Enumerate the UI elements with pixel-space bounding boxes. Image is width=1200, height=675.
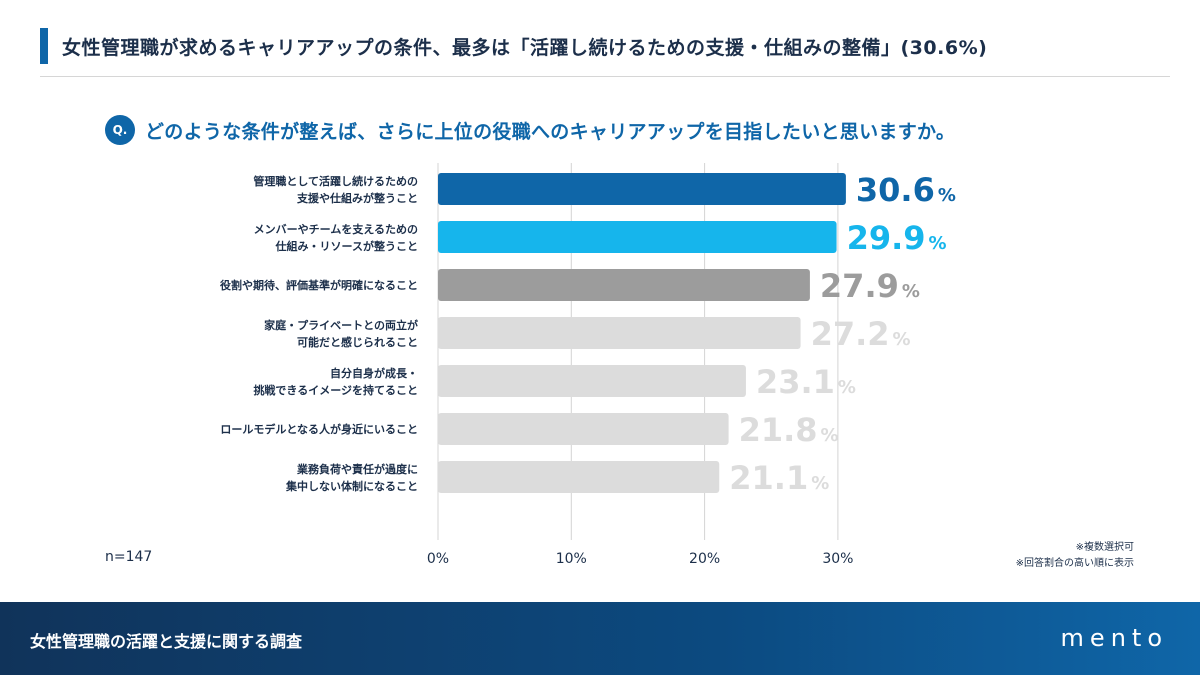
value-label: 21.1%	[729, 459, 829, 497]
footer-survey-title: 女性管理職の活躍と支援に関する調査	[30, 632, 303, 651]
note-multiple-choice: ※複数選択可	[1075, 542, 1134, 553]
title-accent-bar	[40, 28, 48, 64]
bar-2	[438, 221, 837, 253]
title-divider	[40, 76, 1170, 77]
category-label: 可能だと感じられること	[297, 335, 418, 349]
value-label: 27.2%	[811, 315, 911, 353]
bar-1	[438, 173, 846, 205]
value-label: 23.1%	[756, 363, 856, 401]
category-label: 自分自身が成長・	[330, 366, 418, 380]
value-label: 30.6%	[856, 171, 956, 209]
category-label: 管理職として活躍し続けるための	[253, 174, 418, 188]
page-title: 女性管理職が求めるキャリアアップの条件、最多は「活躍し続けるための支援・仕組みの…	[62, 36, 988, 59]
category-label: メンバーやチームを支えるための	[254, 222, 418, 236]
x-tick-label-0: 0%	[427, 551, 449, 567]
sample-size: n=147	[105, 549, 153, 565]
bar-5	[438, 365, 746, 397]
category-label: ロールモデルとなる人が身近にいること	[220, 422, 418, 436]
value-label: 21.8%	[739, 411, 839, 449]
bar-3	[438, 269, 810, 301]
question-heading: Q. どのような条件が整えば、さらに上位の役職へのキャリアアップを目指したいと思…	[105, 115, 955, 145]
category-label: 業務負荷や責任が過度に	[296, 462, 418, 476]
category-label: 家庭・プライベートとの両立が	[264, 318, 418, 332]
value-label: 27.9%	[820, 267, 920, 305]
value-label: 29.9%	[847, 219, 947, 257]
category-label: 挑戦できるイメージを持てること	[253, 383, 418, 397]
mento-logo: mento	[1060, 624, 1168, 652]
x-tick-label-10: 10%	[556, 551, 587, 567]
bar-7	[438, 461, 720, 493]
category-label: 支援や仕組みが整うこと	[296, 191, 418, 205]
x-tick-label-30: 30%	[822, 551, 853, 567]
category-label: 役割や期待、評価基準が明確になること	[219, 278, 418, 292]
question-text: どのような条件が整えば、さらに上位の役職へのキャリアアップを目指したいと思います…	[145, 120, 956, 143]
note-sort-order: ※回答割合の高い順に表示	[1015, 558, 1134, 569]
footer-banner: 女性管理職の活躍と支援に関する調査 mento	[0, 602, 1200, 675]
title-bar: 女性管理職が求めるキャリアアップの条件、最多は「活躍し続けるための支援・仕組みの…	[40, 28, 987, 64]
question-badge: Q.	[105, 115, 135, 145]
category-label: 仕組み・リソースが整うこと	[275, 239, 418, 253]
category-label: 集中しない体制になること	[285, 479, 418, 493]
x-tick-label-20: 20%	[689, 551, 720, 567]
bar-6	[438, 413, 729, 445]
bar-4	[438, 317, 801, 349]
